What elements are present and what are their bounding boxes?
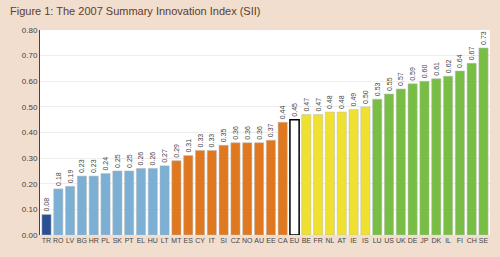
svg-text:0.80: 0.80: [22, 26, 38, 35]
svg-text:NL: NL: [325, 237, 334, 244]
svg-text:Figure 1: The 2007 Summary Inn: Figure 1: The 2007 Summary Innovation In…: [10, 5, 260, 17]
svg-text:0.30: 0.30: [22, 154, 38, 163]
svg-text:0.35: 0.35: [220, 129, 227, 143]
svg-text:0.47: 0.47: [303, 98, 310, 112]
svg-text:0.31: 0.31: [185, 139, 192, 153]
svg-text:0.23: 0.23: [78, 159, 85, 173]
svg-text:EL: EL: [137, 237, 146, 244]
svg-text:0.47: 0.47: [315, 98, 322, 112]
svg-text:0.49: 0.49: [350, 93, 357, 107]
svg-text:UK: UK: [396, 237, 406, 244]
svg-text:0.25: 0.25: [126, 154, 133, 168]
svg-text:IT: IT: [209, 237, 216, 244]
svg-text:SK: SK: [113, 237, 123, 244]
svg-text:RO: RO: [53, 237, 64, 244]
svg-text:US: US: [384, 237, 394, 244]
svg-text:SE: SE: [479, 237, 489, 244]
svg-text:0.08: 0.08: [43, 198, 50, 212]
svg-text:IE: IE: [350, 237, 357, 244]
svg-text:0.62: 0.62: [445, 59, 452, 73]
svg-text:HU: HU: [148, 237, 158, 244]
svg-text:MT: MT: [171, 237, 182, 244]
svg-text:0.50: 0.50: [362, 90, 369, 104]
svg-text:0.59: 0.59: [409, 67, 416, 81]
svg-text:CZ: CZ: [231, 237, 241, 244]
svg-text:0.50: 0.50: [22, 103, 38, 112]
svg-text:CH: CH: [467, 237, 477, 244]
svg-text:0.25: 0.25: [114, 154, 121, 168]
svg-text:0.33: 0.33: [197, 134, 204, 148]
svg-text:NO: NO: [242, 237, 253, 244]
svg-text:IS: IS: [362, 237, 369, 244]
svg-text:0.45: 0.45: [291, 103, 298, 117]
svg-text:0.40: 0.40: [22, 128, 38, 137]
svg-text:0.10: 0.10: [22, 205, 38, 214]
svg-text:TR: TR: [42, 237, 51, 244]
svg-text:0.53: 0.53: [374, 82, 381, 96]
svg-text:DE: DE: [408, 237, 418, 244]
svg-text:LU: LU: [373, 237, 382, 244]
svg-text:0.27: 0.27: [161, 149, 168, 163]
svg-text:0.61: 0.61: [433, 62, 440, 76]
svg-text:0.70: 0.70: [22, 51, 38, 60]
svg-text:0.67: 0.67: [468, 47, 475, 61]
svg-text:0.23: 0.23: [90, 159, 97, 173]
svg-text:PL: PL: [101, 237, 110, 244]
svg-text:LT: LT: [161, 237, 169, 244]
svg-text:0.36: 0.36: [232, 126, 239, 140]
svg-text:SI: SI: [220, 237, 227, 244]
svg-text:AU: AU: [254, 237, 264, 244]
svg-text:AT: AT: [338, 237, 347, 244]
svg-text:0.60: 0.60: [22, 77, 38, 86]
svg-text:0.24: 0.24: [102, 157, 109, 171]
svg-text:DK: DK: [431, 237, 441, 244]
svg-text:0.19: 0.19: [67, 170, 74, 184]
svg-text:0.60: 0.60: [421, 65, 428, 79]
svg-text:FI: FI: [457, 237, 463, 244]
svg-text:HR: HR: [89, 237, 99, 244]
svg-text:0.36: 0.36: [256, 126, 263, 140]
svg-text:0.48: 0.48: [326, 95, 333, 109]
svg-text:0.26: 0.26: [149, 152, 156, 166]
svg-text:BG: BG: [77, 237, 87, 244]
svg-text:0.33: 0.33: [208, 134, 215, 148]
svg-text:0.44: 0.44: [279, 106, 286, 120]
svg-text:ES: ES: [184, 237, 194, 244]
svg-text:0.20: 0.20: [22, 180, 38, 189]
svg-text:0.37: 0.37: [267, 123, 274, 137]
svg-text:CA: CA: [278, 237, 288, 244]
svg-text:EE: EE: [266, 237, 276, 244]
svg-text:JP: JP: [420, 237, 429, 244]
svg-text:0.29: 0.29: [173, 144, 180, 158]
svg-text:0.57: 0.57: [397, 72, 404, 86]
svg-text:0.55: 0.55: [386, 77, 393, 91]
svg-text:0.18: 0.18: [55, 172, 62, 186]
svg-text:CY: CY: [195, 237, 205, 244]
svg-text:BE: BE: [302, 237, 312, 244]
svg-text:IL: IL: [445, 237, 451, 244]
svg-text:EU: EU: [290, 237, 300, 244]
svg-text:0.64: 0.64: [456, 54, 463, 68]
svg-text:LV: LV: [66, 237, 74, 244]
svg-text:PT: PT: [125, 237, 135, 244]
svg-text:0.73: 0.73: [480, 31, 487, 45]
svg-text:FR: FR: [313, 237, 322, 244]
svg-text:0.00: 0.00: [22, 231, 38, 240]
svg-text:0.36: 0.36: [244, 126, 251, 140]
svg-text:0.48: 0.48: [338, 95, 345, 109]
svg-text:0.26: 0.26: [137, 152, 144, 166]
